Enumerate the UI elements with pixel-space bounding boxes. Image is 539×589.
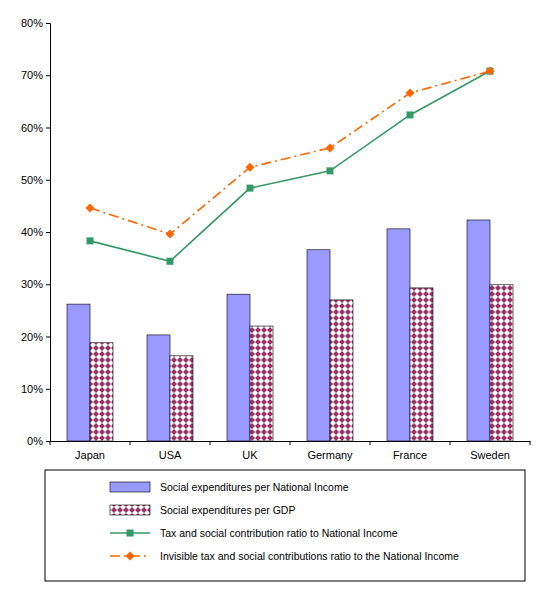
marker <box>327 167 334 174</box>
legend-label: Social expenditures per GDP <box>160 504 295 516</box>
marker <box>246 163 255 172</box>
y-tick-label: 10% <box>21 383 43 395</box>
x-tick-label: UK <box>242 449 258 461</box>
y-tick-mark <box>46 232 50 233</box>
y-tick-mark <box>46 23 50 24</box>
legend-item: Invisible tax and social contributions r… <box>110 550 459 562</box>
y-axis: 0% 10% 20% 30% 40% 50% 60% 70% 80% <box>21 17 51 447</box>
bar <box>170 356 193 441</box>
y-tick-label: 30% <box>21 278 43 290</box>
y-tick: 10% <box>21 383 50 395</box>
legend-item: Social expenditures per National Income <box>110 481 349 493</box>
line-series <box>87 68 494 265</box>
x-tick-label: USA <box>159 449 182 461</box>
y-tick-mark <box>46 128 50 129</box>
x-tick-label: Germany <box>307 449 353 461</box>
category-divider <box>50 441 51 445</box>
marker <box>406 89 415 98</box>
y-tick-mark <box>46 389 50 390</box>
x-tick: France <box>393 441 427 461</box>
marker <box>407 111 414 118</box>
x-tick: Japan <box>75 441 105 461</box>
y-tick: 50% <box>21 174 50 186</box>
legend-swatch <box>110 482 150 492</box>
legend-label: Tax and social contribution ratio to Nat… <box>160 527 398 539</box>
legend-swatch <box>110 505 150 515</box>
marker <box>167 258 174 265</box>
marker <box>87 237 94 244</box>
bar <box>330 300 353 441</box>
marker <box>86 203 95 212</box>
x-tick: UK <box>242 441 258 461</box>
x-tick: Sweden <box>470 441 510 461</box>
legend-marker <box>126 552 135 561</box>
y-axis-line <box>46 24 51 442</box>
y-tick-label: 0% <box>27 435 43 447</box>
category-divider <box>530 441 531 445</box>
bar <box>387 229 410 441</box>
y-tick-mark <box>46 75 50 76</box>
marker <box>486 67 495 76</box>
category-divider <box>210 441 211 445</box>
y-tick-mark <box>46 337 50 338</box>
bar <box>227 294 250 441</box>
legend-item: Tax and social contribution ratio to Nat… <box>110 527 398 539</box>
x-tick: Germany <box>307 441 353 461</box>
category-divider <box>130 441 131 445</box>
y-tick-mark <box>46 284 50 285</box>
chart: 0% 10% 20% 30% 40% 50% 60% 70% 80% Japan USA UK Germ… <box>0 0 539 589</box>
x-tick-label: France <box>393 449 427 461</box>
y-tick-mark <box>46 180 50 181</box>
line-series <box>86 67 495 239</box>
bar <box>147 335 170 441</box>
plot-marks <box>67 67 513 441</box>
marker <box>326 143 335 152</box>
x-tick-label: Japan <box>75 449 105 461</box>
y-tick-label: 50% <box>21 174 43 186</box>
bar-series <box>67 220 490 441</box>
y-tick-label: 40% <box>21 226 43 238</box>
y-tick-label: 60% <box>21 122 43 134</box>
category-divider <box>370 441 371 445</box>
marker <box>487 68 494 75</box>
y-tick: 60% <box>21 122 50 134</box>
marker <box>247 185 254 192</box>
legend-item: Social expenditures per GDP <box>110 504 295 516</box>
y-tick: 30% <box>21 278 50 290</box>
bar <box>90 343 113 441</box>
bar <box>467 220 490 441</box>
legend-label: Invisible tax and social contributions r… <box>160 550 459 562</box>
bar <box>410 288 433 441</box>
category-divider <box>450 441 451 445</box>
x-axis: Japan USA UK Germany France Sweden <box>51 441 531 461</box>
bar <box>490 285 513 441</box>
x-tick-label: Sweden <box>470 449 510 461</box>
legend-marker <box>127 530 134 537</box>
y-tick-label: 20% <box>21 331 43 343</box>
x-tick: USA <box>159 441 182 461</box>
line <box>90 71 490 261</box>
line <box>90 71 490 234</box>
y-tick-label: 80% <box>21 17 43 29</box>
y-tick: 40% <box>21 226 50 238</box>
y-tick: 70% <box>21 69 50 81</box>
y-tick: 0% <box>27 435 50 447</box>
legend-label: Social expenditures per National Income <box>160 481 349 493</box>
legend-box <box>45 470 525 581</box>
bar <box>250 326 273 441</box>
bar <box>67 304 90 441</box>
legend: Social expenditures per National Income S… <box>45 470 525 581</box>
bar <box>307 250 330 441</box>
marker <box>166 230 175 239</box>
bar-series <box>90 285 513 441</box>
y-tick-label: 70% <box>21 69 43 81</box>
category-divider <box>290 441 291 445</box>
y-tick: 80% <box>21 17 50 29</box>
y-tick-mark <box>46 441 50 442</box>
y-tick: 20% <box>21 331 50 343</box>
